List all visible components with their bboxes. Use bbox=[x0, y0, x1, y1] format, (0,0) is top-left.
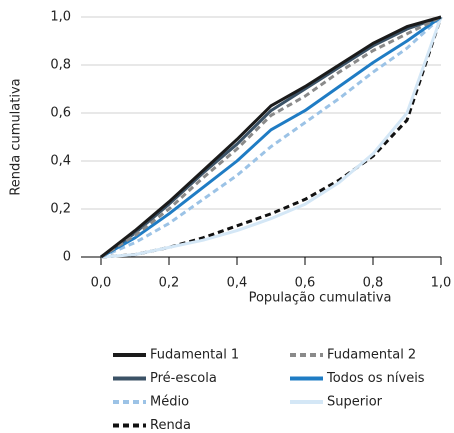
x-tick-label: 0,0 bbox=[91, 276, 112, 291]
series-line bbox=[100, 15, 442, 259]
legend-label: Todos os níveis bbox=[326, 371, 425, 386]
series-line bbox=[100, 15, 442, 259]
series-line bbox=[100, 15, 442, 259]
x-tick-label: 0,4 bbox=[227, 276, 248, 291]
series-line bbox=[100, 16, 443, 259]
legend-label: Médio bbox=[150, 395, 189, 410]
legend-label: Fudamental 1 bbox=[150, 348, 239, 363]
y-axis-label: Renda cumulativa bbox=[9, 78, 24, 195]
legend-label: Renda bbox=[150, 418, 191, 433]
x-tick-label: 0,8 bbox=[363, 276, 384, 291]
legend-label: Superior bbox=[327, 395, 383, 410]
legend-label: Pré-escola bbox=[150, 371, 217, 386]
y-tick-label: 0 bbox=[63, 250, 71, 265]
x-tick-label: 0,6 bbox=[295, 276, 316, 291]
x-axis-label: População cumulativa bbox=[249, 291, 392, 306]
series-line bbox=[100, 15, 443, 259]
y-tick-label: 0,8 bbox=[50, 58, 71, 73]
x-tick-label: 0,2 bbox=[159, 276, 180, 291]
series-line bbox=[100, 15, 442, 259]
x-tick-label: 1,0 bbox=[431, 276, 452, 291]
series-line bbox=[100, 16, 443, 259]
legend-label: Fudamental 2 bbox=[327, 348, 416, 363]
y-tick-label: 0,2 bbox=[50, 202, 71, 217]
y-tick-label: 0,4 bbox=[50, 154, 71, 169]
y-tick-label: 0,6 bbox=[50, 106, 71, 121]
y-tick-label: 1,0 bbox=[50, 10, 71, 25]
